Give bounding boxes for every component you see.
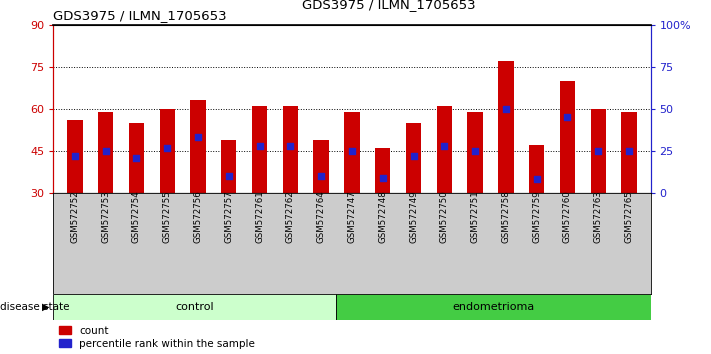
Point: [500, 106, 511, 112]
Point: [100, 148, 112, 154]
Text: control: control: [176, 302, 214, 312]
Bar: [560, 81, 575, 193]
Bar: [375, 148, 390, 193]
Point: [592, 148, 604, 154]
Bar: [467, 112, 483, 193]
Bar: [159, 109, 175, 193]
Point: [316, 173, 327, 179]
FancyBboxPatch shape: [336, 294, 651, 320]
Point: [223, 173, 235, 179]
Text: GDS3975 / ILMN_1705653: GDS3975 / ILMN_1705653: [53, 9, 227, 22]
Bar: [498, 61, 513, 193]
Point: [531, 177, 542, 182]
Legend: count, percentile rank within the sample: count, percentile rank within the sample: [58, 326, 255, 349]
Bar: [406, 123, 421, 193]
Point: [284, 143, 296, 149]
Point: [439, 143, 450, 149]
Bar: [98, 112, 113, 193]
Bar: [437, 106, 452, 193]
FancyBboxPatch shape: [53, 294, 336, 320]
Bar: [67, 120, 82, 193]
Text: endometrioma: endometrioma: [452, 302, 535, 312]
Bar: [283, 106, 298, 193]
Point: [346, 148, 358, 154]
Bar: [621, 112, 637, 193]
Point: [161, 145, 173, 150]
Bar: [344, 112, 360, 193]
Text: GDS3975 / ILMN_1705653: GDS3975 / ILMN_1705653: [302, 0, 476, 11]
Bar: [529, 145, 545, 193]
Point: [69, 153, 80, 159]
Bar: [314, 140, 329, 193]
Text: disease state: disease state: [0, 302, 70, 312]
Point: [469, 148, 481, 154]
Point: [193, 135, 204, 140]
Point: [377, 175, 388, 181]
Point: [562, 114, 573, 120]
Bar: [191, 101, 205, 193]
Bar: [252, 106, 267, 193]
Point: [131, 155, 142, 160]
Bar: [591, 109, 606, 193]
Bar: [221, 140, 237, 193]
Point: [624, 148, 635, 154]
Point: [408, 153, 419, 159]
Text: ▶: ▶: [42, 302, 50, 312]
Point: [254, 143, 265, 149]
Bar: [129, 123, 144, 193]
